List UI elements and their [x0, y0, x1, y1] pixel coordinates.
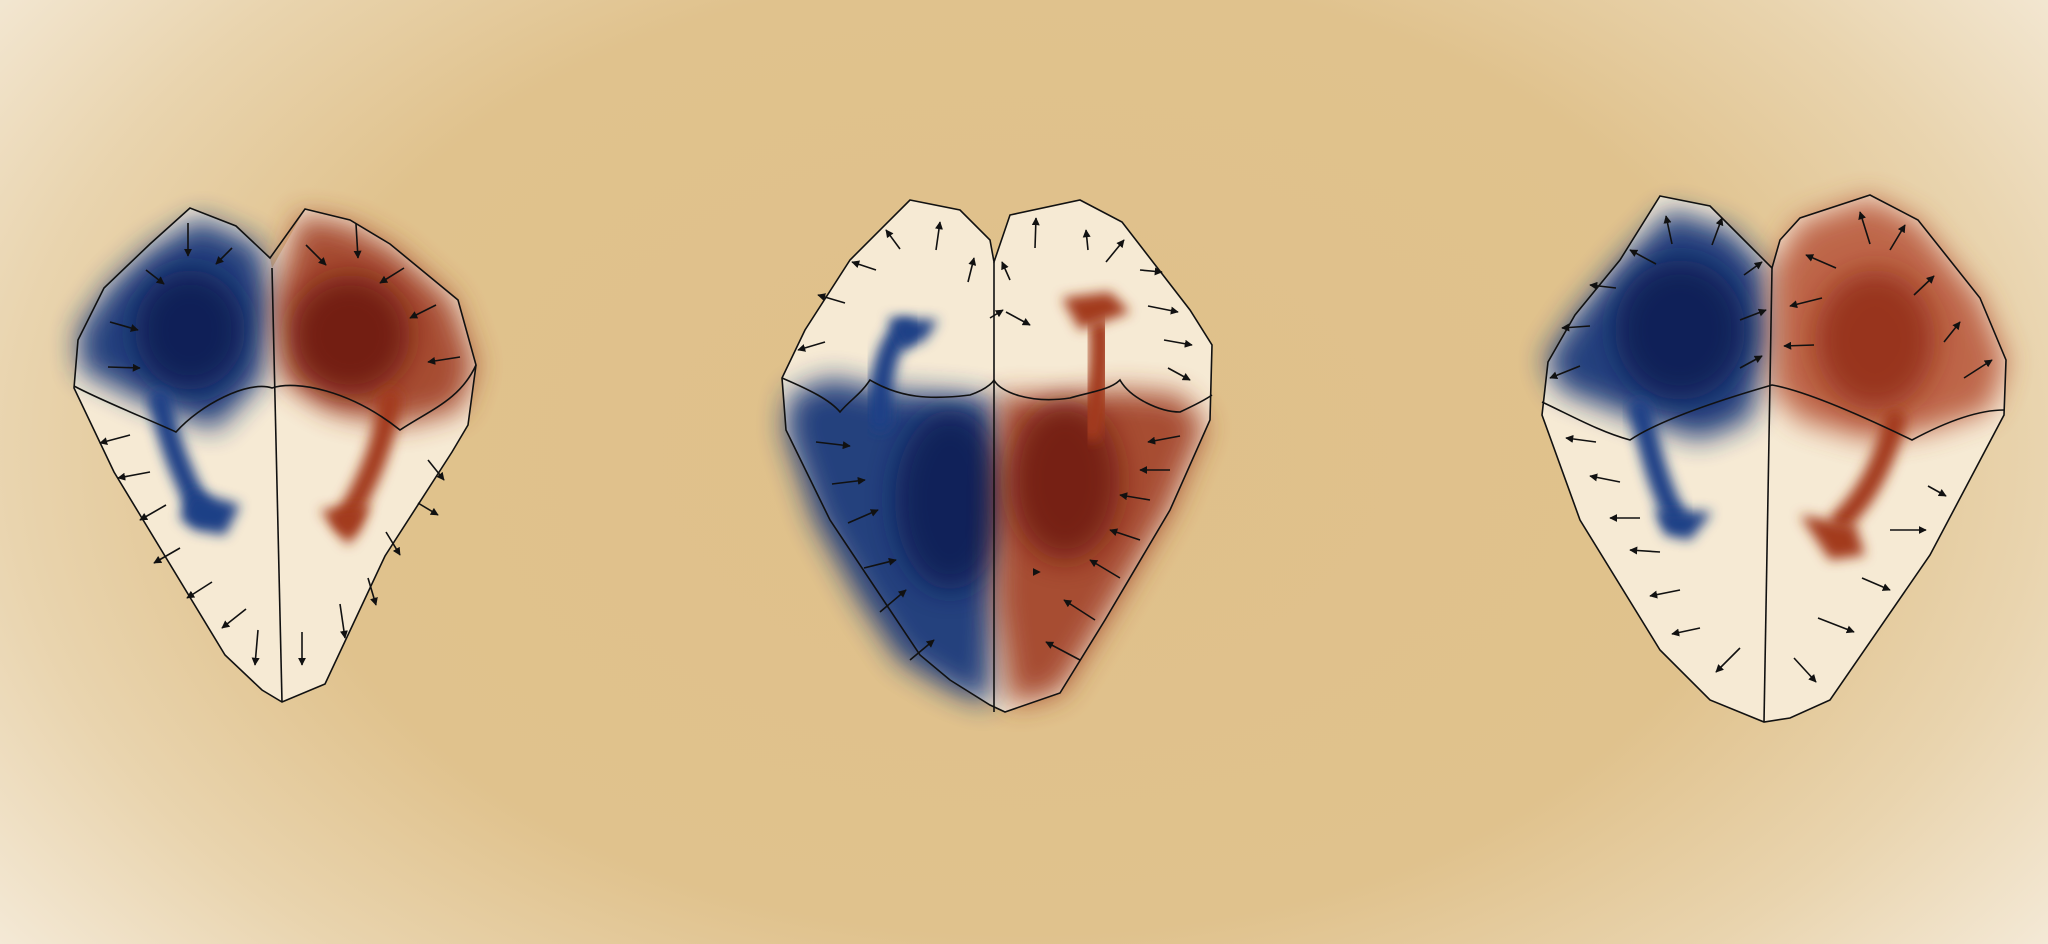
red-flow-arrowhead	[320, 505, 370, 545]
panel-left	[73, 207, 477, 703]
brain-lines	[781, 199, 1213, 713]
panel-middle	[781, 199, 1213, 713]
red-flow-arrowhead	[1800, 515, 1865, 560]
red-core	[1815, 270, 1935, 410]
flux-arrows	[1549, 211, 1993, 683]
blue-flow-arrowhead	[888, 318, 938, 350]
blue-flow-arrowhead	[180, 490, 240, 535]
red-flow-arrow	[1081, 319, 1112, 441]
red-flow-arrow	[334, 389, 401, 531]
brain-lines	[1541, 194, 2007, 723]
flux-arrows	[99, 223, 461, 666]
blue-core	[895, 410, 1005, 590]
blue-core	[135, 270, 245, 390]
blue-flow-arrowhead	[1655, 510, 1712, 540]
red-flow-arrow	[1831, 409, 1906, 531]
red-core	[290, 275, 410, 395]
blue-core	[1615, 260, 1745, 400]
red-flow-arrowhead	[1062, 292, 1130, 330]
blue-flow-arrow	[1629, 399, 1686, 526]
flux-arrows	[797, 217, 1193, 661]
panel-right	[1541, 194, 2007, 723]
brain-lines	[73, 207, 477, 703]
